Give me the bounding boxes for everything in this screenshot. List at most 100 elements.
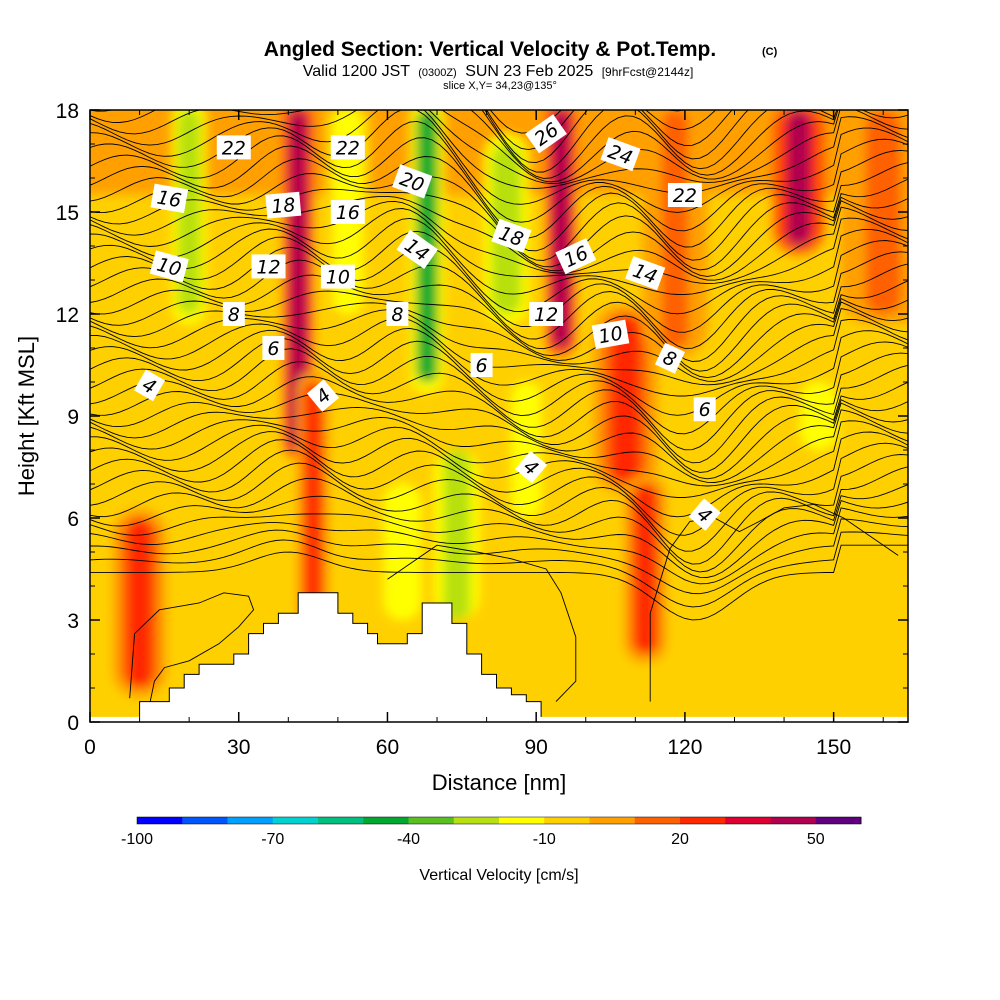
theta-contour-line xyxy=(90,307,908,386)
theta-label-text: 6 xyxy=(267,338,279,360)
theta-label-text: 16 xyxy=(155,186,183,212)
velocity-cell-11 xyxy=(612,314,639,484)
theta-label-box xyxy=(133,369,166,402)
chart-title: Angled Section: Vertical Velocity & Pot.… xyxy=(264,38,716,61)
theta-contour-line xyxy=(90,500,908,578)
colorbar-swatch xyxy=(453,817,500,824)
theta-contour-line xyxy=(90,531,908,608)
colorbar-tick-label: -70 xyxy=(261,831,284,848)
theta-label: 16 xyxy=(330,200,365,224)
theta-contour-line xyxy=(90,420,908,498)
colorbar-swatch xyxy=(318,817,364,824)
colorbar-swatch xyxy=(725,817,771,824)
theta-label: 4 xyxy=(133,369,166,402)
colorbar-swatch xyxy=(815,817,862,824)
terrain-profile xyxy=(139,592,542,722)
theta-contour-line xyxy=(90,319,908,397)
theta-label-box xyxy=(150,183,189,214)
velocity-cell-3 xyxy=(182,110,196,314)
y-tick-label: 18 xyxy=(56,100,79,123)
theta-label: 6 xyxy=(693,397,716,422)
subtitle-date: SUN 23 Feb 2025 xyxy=(465,63,593,80)
theta-contour-line xyxy=(90,381,908,473)
theta-label: 10 xyxy=(591,319,630,350)
subtitle-forecast: [9hrFcst@2144z] xyxy=(602,65,694,79)
colorbar-label: Vertical Velocity [cm/s] xyxy=(419,867,578,884)
theta-label-text: 8 xyxy=(391,304,403,326)
theta-label: 4 xyxy=(688,498,721,531)
theta-label: 18 xyxy=(265,191,302,219)
x-tick-label: 30 xyxy=(227,736,250,759)
theta-contour-line xyxy=(90,352,908,451)
ground-strip xyxy=(90,716,908,722)
colorbar-swatch xyxy=(589,817,636,824)
theta-label: 22 xyxy=(216,135,251,160)
theta-contour-line xyxy=(90,240,908,333)
theta-contour-line xyxy=(90,200,908,281)
theta-contour-line xyxy=(90,330,908,416)
x-axis-label: Distance [nm] xyxy=(432,770,567,795)
theta-label-box xyxy=(654,342,686,374)
theta-contour-line xyxy=(90,206,908,285)
velocity-cell-2 xyxy=(306,382,320,620)
theta-label-box xyxy=(625,256,666,291)
velocity-cell-15 xyxy=(807,382,830,450)
colorbar-swatch xyxy=(227,817,274,824)
y-axis-label: Height [Kft MSL] xyxy=(14,336,39,496)
theta-contour-line xyxy=(90,110,834,173)
subtitle-zulu: (0300Z) xyxy=(418,67,457,79)
theta-contour-line xyxy=(90,466,908,565)
theta-contour-line xyxy=(90,120,908,223)
theta-label-box xyxy=(688,498,721,531)
x-tick-label: 90 xyxy=(525,736,548,759)
theta-label-box xyxy=(591,319,630,350)
theta-label-box xyxy=(386,302,409,326)
theta-label-text: 6 xyxy=(476,355,488,377)
theta-contour-line xyxy=(486,110,717,151)
theta-label-text: 10 xyxy=(326,267,350,289)
theta-label-box xyxy=(693,397,716,422)
theta-contour-line xyxy=(90,431,908,518)
colorbar-swatch xyxy=(634,817,681,824)
y-tick-label: 3 xyxy=(67,610,79,633)
theta-label-text: 16 xyxy=(336,202,360,224)
theta-contour-line xyxy=(90,217,908,295)
theta-contour-line xyxy=(90,399,908,480)
terrain-layer xyxy=(90,592,908,722)
y-tick-label: 9 xyxy=(67,406,79,429)
colorbar: -100 -70 -40 -10 20 50 xyxy=(121,816,862,848)
colorbar-swatch xyxy=(182,817,228,824)
colorbar-swatch xyxy=(272,817,319,824)
theta-label-box xyxy=(222,302,245,326)
colorbar-swatch xyxy=(408,817,455,824)
theta-contour-line xyxy=(90,251,908,349)
y-tick-label: 15 xyxy=(56,202,79,225)
y-tick-label: 0 xyxy=(67,712,79,735)
theta-label-text: 8 xyxy=(228,304,240,326)
theta-label: 12 xyxy=(251,254,286,279)
colorbar-swatch xyxy=(499,817,545,824)
theta-label-text: 22 xyxy=(673,185,697,207)
theta-contour-line xyxy=(90,110,838,183)
theta-label: 10 xyxy=(320,264,355,289)
theta-label-text: 10 xyxy=(597,322,625,348)
theta-label-box xyxy=(306,379,340,412)
colorbar-tick-label: 20 xyxy=(671,831,689,848)
theta-label-box xyxy=(262,336,285,360)
theta-label: 20 xyxy=(392,164,433,199)
colorbar-swatch xyxy=(770,817,817,824)
theta-label: 10 xyxy=(149,250,189,283)
velocity-cell-9 xyxy=(517,382,536,518)
theta-label-box xyxy=(555,238,597,275)
x-tick-label: 0 xyxy=(84,736,96,759)
theta-label: 22 xyxy=(667,183,702,207)
velocity-cell-7 xyxy=(443,450,471,620)
theta-label-text: 18 xyxy=(270,194,296,218)
colorbar-swatch xyxy=(363,817,409,824)
theta-label-box xyxy=(667,183,702,207)
theta-label-text: 22 xyxy=(336,137,360,159)
theta-contour-line xyxy=(90,228,908,315)
colorbar-tick-label: -100 xyxy=(121,831,153,848)
theta-label: 22 xyxy=(330,135,365,160)
theta-label-box xyxy=(515,450,548,484)
